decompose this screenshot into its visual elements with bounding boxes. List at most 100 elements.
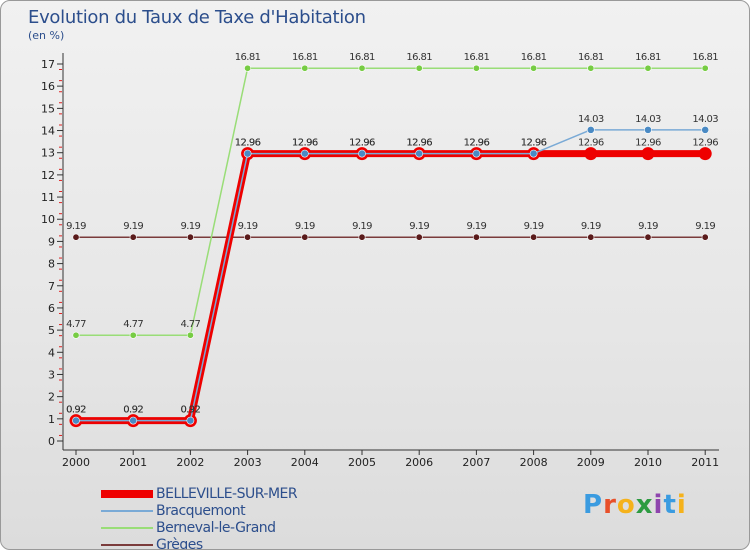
logo-letter: o: [616, 490, 636, 520]
data-label-belleville-sur-mer: 0.92: [66, 405, 86, 416]
chart-title: Evolution du Taux de Taxe d'Habitation: [28, 7, 366, 28]
data-point-berneval-le-grand: [472, 64, 480, 72]
data-label-berneval-le-grand: 16.81: [635, 52, 661, 63]
data-label-berneval-le-grand: 4.77: [123, 319, 143, 330]
data-point-berneval-le-grand: [415, 64, 423, 72]
data-label-belleville-sur-mer: 12.96: [635, 138, 661, 149]
data-point-bracquemont: [415, 149, 424, 158]
y-tick-label: 8: [48, 258, 55, 271]
logo-letter: i: [653, 490, 664, 520]
logo-letter: P: [583, 490, 604, 520]
data-label-belleville-sur-mer: 12.96: [521, 138, 547, 149]
data-point-bracquemont: [186, 416, 195, 425]
data-label-bracquemont: 14.03: [578, 114, 604, 125]
data-label-belleville-sur-mer: 12.96: [235, 138, 261, 149]
data-point-belleville-sur-mer: [698, 147, 712, 161]
data-label-berneval-le-grand: 16.81: [406, 52, 432, 63]
x-tick-label: 2001: [119, 456, 147, 469]
data-point-greges: [358, 233, 366, 241]
logo-letter: i: [676, 490, 687, 520]
data-label-greges: 9.19: [123, 221, 143, 232]
data-point-bracquemont: [300, 149, 309, 158]
x-tick-label: 2009: [577, 456, 605, 469]
data-point-greges: [301, 233, 309, 241]
data-label-belleville-sur-mer: 12.96: [349, 138, 375, 149]
data-point-berneval-le-grand: [72, 331, 80, 339]
data-point-greges: [129, 233, 137, 241]
data-label-berneval-le-grand: 4.77: [180, 319, 200, 330]
data-point-greges: [415, 233, 423, 241]
legend-label-belleville-sur-mer: BELLEVILLE-SUR-MER: [156, 485, 298, 502]
data-point-berneval-le-grand: [587, 64, 595, 72]
data-point-belleville-sur-mer: [584, 147, 598, 161]
y-tick-label: 9: [48, 235, 55, 248]
data-point-greges: [186, 233, 194, 241]
data-label-bracquemont: 0.92: [123, 405, 143, 416]
data-point-greges: [244, 233, 252, 241]
data-label-belleville-sur-mer: 12.96: [464, 138, 490, 149]
proxiti-logo: Proxiti: [583, 490, 687, 520]
data-point-bracquemont: [358, 149, 366, 158]
legend-item-berneval-le-grand: Berneval-le-Grand: [101, 519, 297, 536]
x-tick-label: 2010: [634, 456, 662, 469]
x-tick-label: 2002: [176, 456, 204, 469]
y-tick-label: 13: [41, 147, 55, 160]
y-tick-label: 14: [41, 125, 55, 138]
data-label-berneval-le-grand: 16.81: [692, 52, 718, 63]
x-tick-label: 2011: [691, 456, 719, 469]
x-tick-label: 2006: [405, 456, 433, 469]
data-label-bracquemont: 12.96: [406, 138, 432, 149]
y-tick-label: 2: [48, 391, 55, 404]
data-point-berneval-le-grand: [701, 64, 709, 72]
y-tick-label: 5: [48, 324, 55, 337]
legend-swatch-greges: [101, 543, 153, 546]
y-tick-label: 15: [41, 102, 55, 115]
legend-item-greges: Grèges: [101, 536, 297, 549]
data-point-bracquemont: [472, 149, 481, 158]
data-label-greges: 9.19: [695, 221, 715, 232]
data-label-greges: 9.19: [409, 221, 429, 232]
data-label-belleville-sur-mer: 0.92: [180, 405, 200, 416]
legend-label-bracquemont: Bracquemont: [156, 502, 246, 519]
data-label-greges: 9.19: [524, 221, 544, 232]
x-tick-label: 2000: [62, 456, 90, 469]
data-label-greges: 9.19: [581, 221, 601, 232]
data-label-berneval-le-grand: 4.77: [66, 319, 86, 330]
data-point-greges: [587, 233, 595, 241]
x-tick-label: 2005: [348, 456, 376, 469]
legend-item-belleville-sur-mer: BELLEVILLE-SUR-MER: [101, 485, 298, 502]
y-tick-label: 16: [41, 80, 55, 93]
data-label-berneval-le-grand: 16.81: [578, 52, 604, 63]
y-tick-label: 6: [48, 302, 55, 315]
y-tick-label: 17: [41, 58, 55, 71]
data-point-berneval-le-grand: [358, 64, 366, 72]
y-tick-label: 7: [48, 280, 55, 293]
data-label-greges: 9.19: [295, 221, 315, 232]
legend-label-berneval-le-grand: Berneval-le-Grand: [156, 519, 276, 536]
data-label-bracquemont: 12.96: [464, 138, 490, 149]
data-point-greges: [644, 233, 652, 241]
legend-item-bracquemont: Bracquemont: [101, 502, 297, 519]
data-label-greges: 9.19: [180, 221, 200, 232]
chart-legend: BELLEVILLE-SUR-MER Bracquemont Berneval-le…: [101, 485, 298, 549]
x-tick-label: 2007: [462, 456, 490, 469]
y-tick-label: 1: [48, 413, 55, 426]
y-tick-label: 0: [48, 435, 55, 448]
data-label-belleville-sur-mer: 12.96: [406, 138, 432, 149]
data-point-bracquemont: [243, 149, 252, 158]
data-label-belleville-sur-mer: 0.92: [123, 405, 143, 416]
series-line-bracquemont: [75, 129, 706, 422]
data-point-greges: [701, 233, 709, 241]
data-point-berneval-le-grand: [186, 331, 194, 339]
y-tick-label: 4: [48, 346, 55, 359]
data-label-greges: 9.19: [238, 221, 258, 232]
data-point-bracquemont: [72, 416, 80, 425]
logo-letter: x: [635, 490, 654, 520]
data-label-belleville-sur-mer: 12.96: [692, 138, 718, 149]
data-label-bracquemont: 0.92: [180, 405, 200, 416]
data-point-bracquemont: [586, 125, 595, 134]
y-tick-label: 12: [41, 169, 55, 182]
data-point-berneval-le-grand: [644, 64, 652, 72]
